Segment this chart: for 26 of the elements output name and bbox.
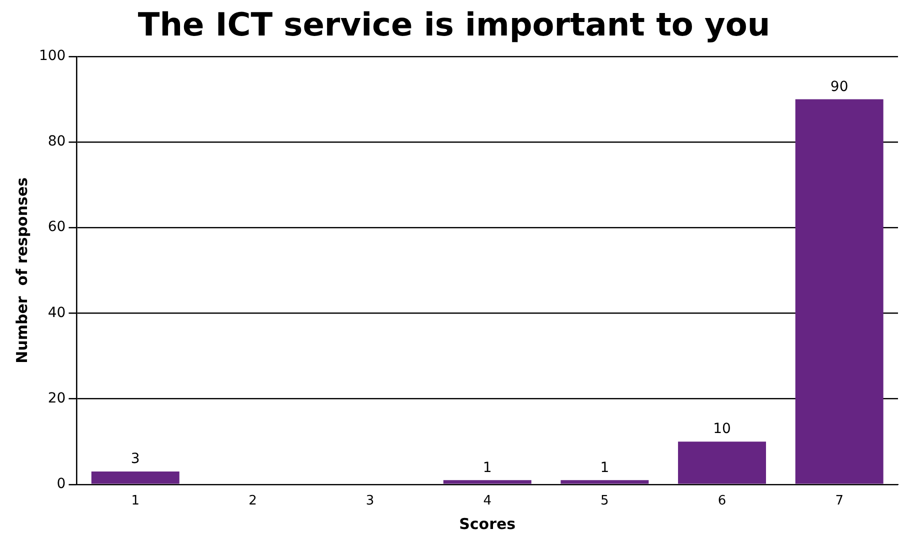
- bar: [443, 480, 532, 484]
- data-label: 1: [600, 460, 610, 476]
- data-label: 1: [482, 460, 492, 476]
- bar: [678, 442, 766, 484]
- x-tick-label: 6: [718, 494, 726, 509]
- x-tick-label: 1: [131, 494, 140, 509]
- data-label: 10: [713, 421, 731, 438]
- y-tick-label: 60: [48, 219, 66, 236]
- chart-title: The ICT service is important to you: [138, 6, 770, 44]
- bar: [91, 472, 180, 484]
- data-label: 90: [830, 78, 848, 95]
- y-tick-label: 100: [38, 48, 66, 64]
- x-tick-label: 7: [835, 494, 844, 509]
- bar: [795, 99, 884, 484]
- x-tick-label: 3: [366, 494, 374, 509]
- bar: [560, 480, 649, 484]
- x-tick-label: 4: [483, 494, 492, 509]
- y-axis-title: Number of responses: [12, 177, 31, 364]
- y-tick-label: 0: [56, 476, 66, 492]
- x-tick-label: 2: [248, 494, 257, 509]
- y-tick-label: 20: [48, 390, 66, 406]
- y-tick-label: 40: [48, 304, 66, 321]
- x-axis-title: Scores: [459, 514, 516, 533]
- data-label: 3: [130, 451, 140, 468]
- y-tick-label: 80: [48, 134, 66, 150]
- x-tick-label: 5: [600, 494, 609, 509]
